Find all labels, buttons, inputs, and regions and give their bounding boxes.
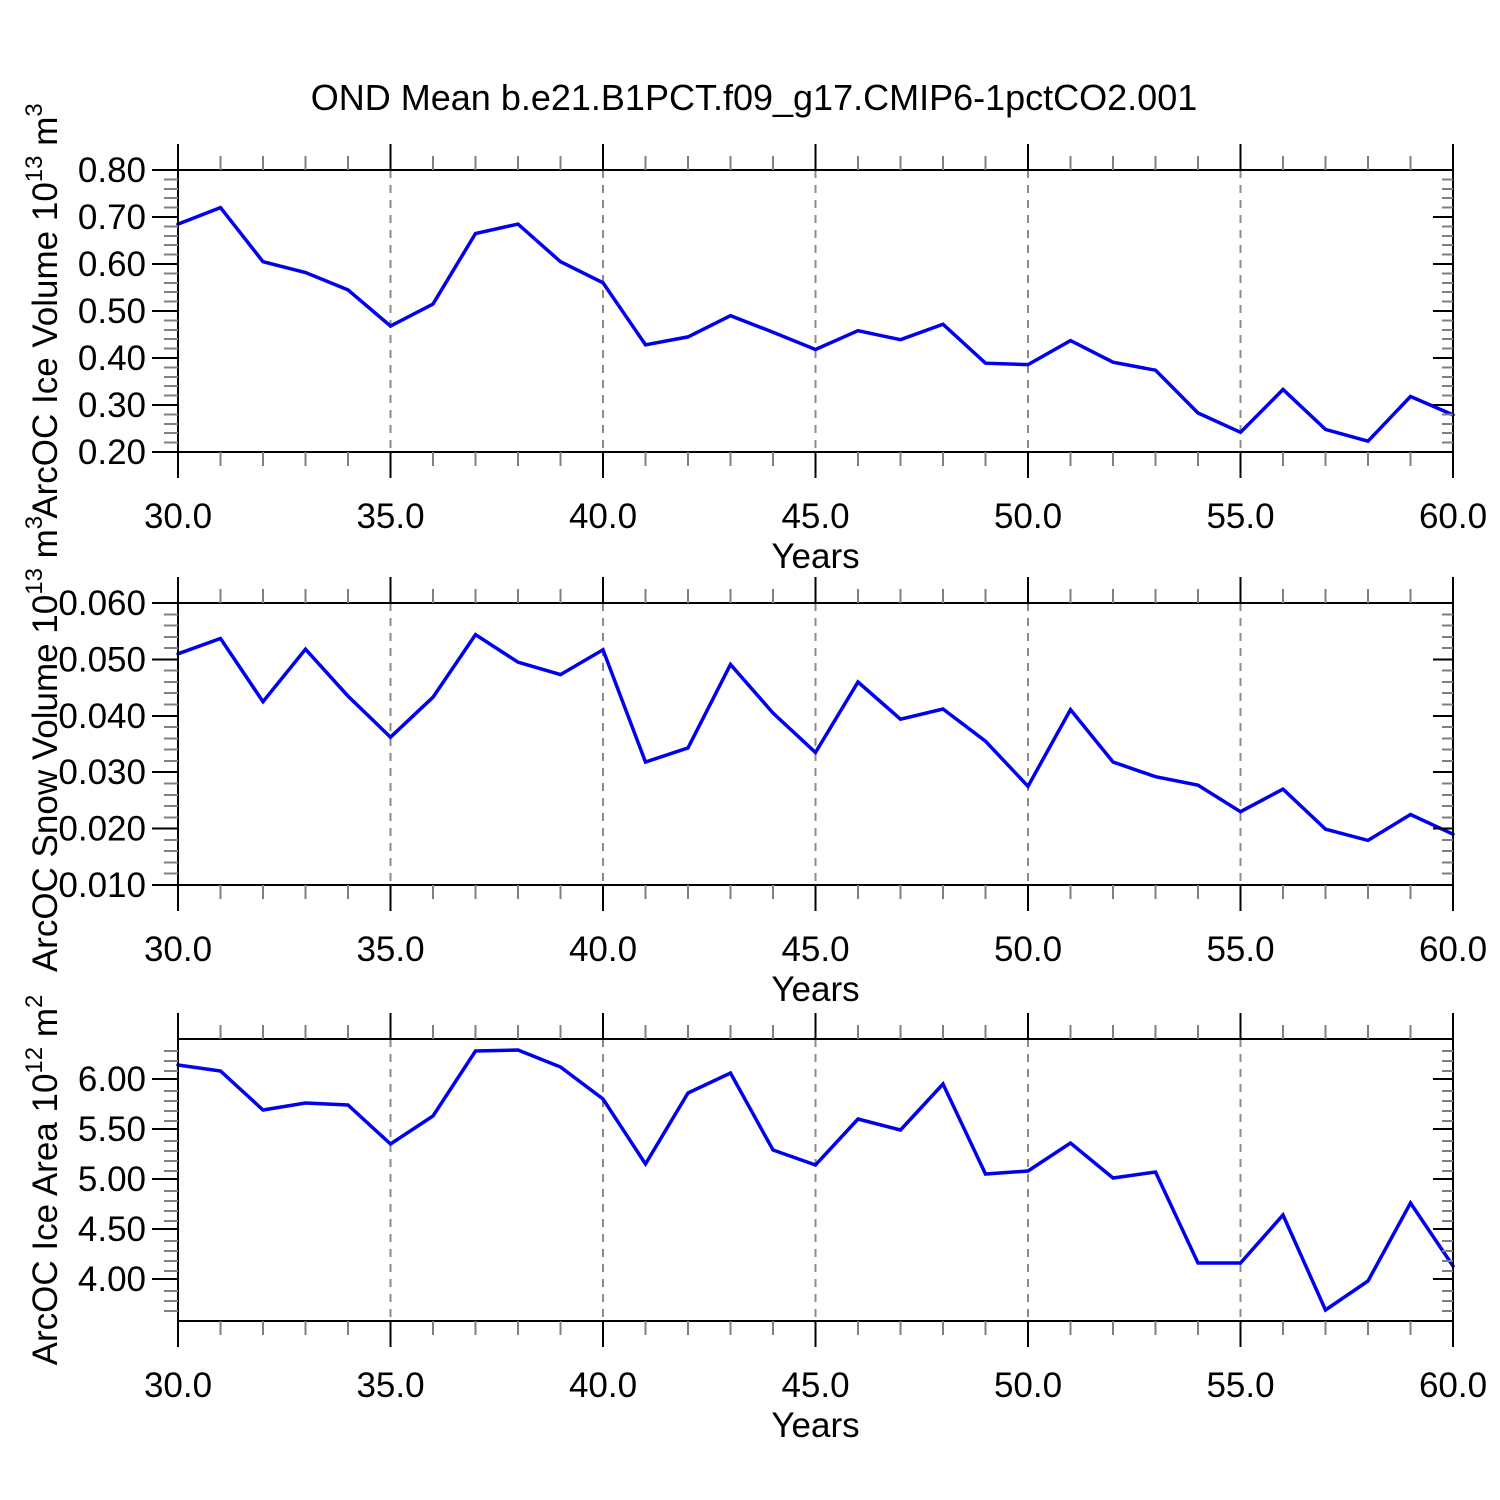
y-tick-label: 0.60 bbox=[78, 245, 146, 284]
y-tick-label: 0.50 bbox=[78, 292, 146, 331]
y-tick-label: 0.80 bbox=[78, 151, 146, 190]
y-tick-label: 4.00 bbox=[78, 1260, 146, 1299]
x-tick-label: 30.0 bbox=[144, 497, 212, 536]
x-tick-label: 60.0 bbox=[1419, 1366, 1487, 1405]
y-tick-label: 0.70 bbox=[78, 198, 146, 237]
y-tick-label: 0.20 bbox=[78, 433, 146, 472]
y-tick-label: 0.40 bbox=[78, 339, 146, 378]
data-line bbox=[176, 1048, 1455, 1313]
x-tick-label: 55.0 bbox=[1206, 1366, 1274, 1405]
y-axis-title: ArcOC Snow Volume 1013 m3 bbox=[21, 516, 65, 972]
y-tick-label: 4.50 bbox=[78, 1210, 146, 1249]
y-tick-label: 0.060 bbox=[58, 584, 146, 623]
y-tick-label: 0.020 bbox=[58, 810, 146, 849]
y-tick-label: 6.00 bbox=[78, 1060, 146, 1099]
x-tick-label: 30.0 bbox=[144, 930, 212, 969]
x-tick-label: 35.0 bbox=[356, 930, 424, 969]
x-axis-title: Years bbox=[771, 1406, 859, 1445]
x-tick-label: 35.0 bbox=[356, 497, 424, 536]
x-tick-label: 60.0 bbox=[1419, 497, 1487, 536]
chart-title: OND Mean b.e21.B1PCT.f09_g17.CMIP6-1pctC… bbox=[310, 77, 1198, 118]
x-tick-label: 55.0 bbox=[1206, 930, 1274, 969]
y-tick-label: 5.00 bbox=[78, 1160, 146, 1199]
y-tick-label: 0.30 bbox=[78, 386, 146, 425]
data-line bbox=[176, 205, 1455, 444]
data-line bbox=[176, 632, 1455, 843]
panel-ice-volume: 0.20 0.30 0.40 0.50 0.60 0.70 0.80 30.0 35.0 40.0… bbox=[21, 103, 1487, 576]
x-tick-label: 35.0 bbox=[356, 1366, 424, 1405]
x-tick-label: 45.0 bbox=[781, 1366, 849, 1405]
x-tick-label: 50.0 bbox=[994, 930, 1062, 969]
panel-snow-volume: 0.010 0.020 0.030 0.040 0.050 0.060 30.0 35.0 40… bbox=[21, 516, 1487, 1009]
y-tick-label: 0.040 bbox=[58, 697, 146, 736]
x-tick-label: 30.0 bbox=[144, 1366, 212, 1405]
y-tick-label: 0.010 bbox=[58, 866, 146, 905]
y-axis-title: ArcOC Ice Volume 1013 m3 bbox=[21, 103, 65, 519]
x-tick-label: 50.0 bbox=[994, 1366, 1062, 1405]
y-axis-title: ArcOC Ice Area 1012 m2 bbox=[21, 995, 65, 1366]
panel-ice-area: 4.00 4.50 5.00 5.50 6.00 30.0 35.0 40.0 45.0 50.0… bbox=[21, 995, 1487, 1445]
x-tick-label: 40.0 bbox=[569, 1366, 637, 1405]
x-tick-label: 45.0 bbox=[781, 497, 849, 536]
y-tick-label: 0.050 bbox=[58, 640, 146, 679]
x-axis-title: Years bbox=[771, 970, 859, 1009]
x-tick-label: 50.0 bbox=[994, 497, 1062, 536]
x-tick-label: 40.0 bbox=[569, 497, 637, 536]
y-tick-label: 0.030 bbox=[58, 753, 146, 792]
x-tick-label: 40.0 bbox=[569, 930, 637, 969]
x-tick-label: 60.0 bbox=[1419, 930, 1487, 969]
x-axis-title: Years bbox=[771, 537, 859, 576]
y-tick-label: 5.50 bbox=[78, 1110, 146, 1149]
x-tick-label: 45.0 bbox=[781, 930, 849, 969]
x-tick-label: 55.0 bbox=[1206, 497, 1274, 536]
